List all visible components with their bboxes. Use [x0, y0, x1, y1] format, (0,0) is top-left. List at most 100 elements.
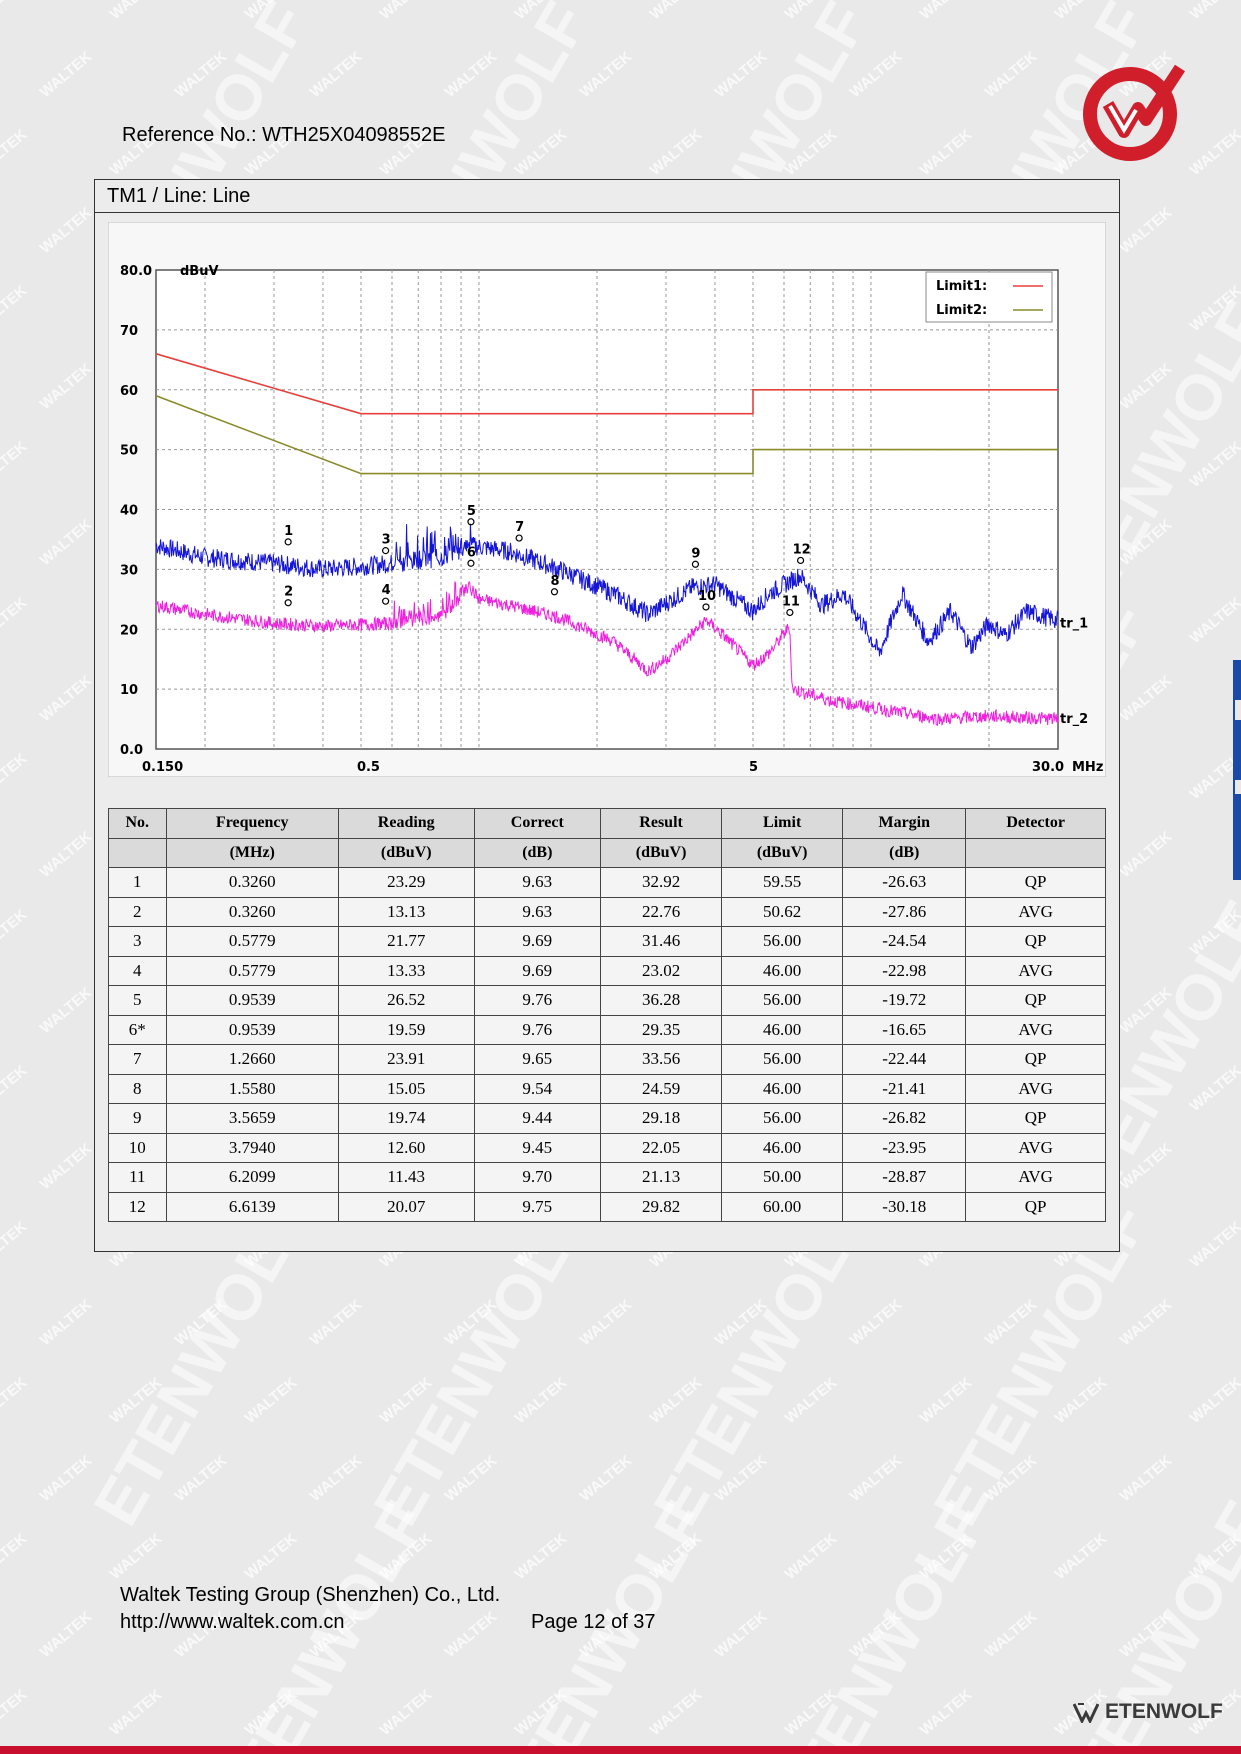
table-cell: AVG: [965, 1162, 1106, 1193]
watermark-text: WALTEK: [0, 906, 30, 959]
table-cell: -27.86: [842, 896, 967, 927]
watermark-text: WALTEK: [917, 0, 976, 23]
marker-label: 3: [382, 533, 391, 548]
table-cell: 24.59: [600, 1073, 723, 1104]
watermark-text: WALTEK: [1187, 0, 1241, 23]
x-tick-label: 0.150: [142, 760, 183, 775]
watermark-text: WALTEK: [647, 0, 706, 23]
table-cell: 9.65: [473, 1044, 602, 1075]
watermark-text: WALTEK: [647, 126, 706, 179]
table-cell: 29.82: [600, 1191, 723, 1222]
y-tick-label: 70: [120, 324, 138, 339]
table-row: 9 3.5659 19.74 9.44 29.18 56.00 -26.82 QP: [108, 1103, 1106, 1134]
marker-label: 9: [691, 546, 700, 561]
x-tick-label: 0.5: [357, 760, 380, 775]
y-tick-label: 30: [120, 563, 138, 578]
y-unit-label: dBuV: [180, 264, 219, 279]
table-cell: -24.54: [842, 926, 967, 957]
table-cell: 46.00: [721, 1014, 844, 1045]
marker-label: 1: [284, 524, 293, 539]
table-cell: AVG: [965, 1073, 1106, 1104]
table-cell: 46.00: [721, 1132, 844, 1163]
watermark-text: WALTEK: [0, 1686, 30, 1739]
table-cell: 9.69: [473, 955, 602, 986]
table-cell: QP: [965, 867, 1106, 898]
table-cell: 9.76: [473, 1014, 602, 1045]
watermark-text: WALTEK: [442, 1608, 501, 1661]
table-cell: 56.00: [721, 1044, 844, 1075]
table-cell: -28.87: [842, 1162, 967, 1193]
watermark-text: WALTEK: [647, 1530, 706, 1583]
table-row: 10 3.7940 12.60 9.45 22.05 46.00 -23.95 AVG: [108, 1132, 1106, 1163]
table-header-row: No. Frequency Reading Correct Result Limit Mar…: [108, 808, 1106, 839]
section-title: TM1 / Line: Line: [95, 180, 1119, 213]
watermark-text: WALTEK: [107, 1686, 166, 1739]
table-cell: 0.3260: [165, 867, 339, 898]
table-row: 3 0.5779 21.77 9.69 31.46 56.00 -24.54 QP: [108, 926, 1106, 957]
table-cell: 26.52: [337, 985, 475, 1016]
watermark-text: WALTEK: [512, 0, 571, 23]
watermark-text: WALTEK: [1187, 438, 1241, 491]
table-cell: 36.28: [600, 985, 723, 1016]
table-cell: 20.07: [337, 1191, 475, 1222]
table-cell: AVG: [965, 896, 1106, 927]
table-row: 7 1.2660 23.91 9.65 33.56 56.00 -22.44 QP: [108, 1044, 1106, 1075]
footer-url[interactable]: http://www.waltek.com.cn: [120, 1611, 345, 1633]
table-row: 6* 0.9539 19.59 9.76 29.35 46.00 -16.65 AVG: [108, 1014, 1106, 1045]
watermark-text: WALTEK: [917, 1374, 976, 1427]
watermark-text: WALTEK: [37, 984, 96, 1037]
watermark-text: WALTEK: [1052, 1530, 1111, 1583]
column-unit: (dBuV): [337, 837, 475, 868]
table-cell: AVG: [965, 955, 1106, 986]
column-header: No.: [108, 808, 167, 839]
watermark-text: WALTEK: [1052, 0, 1111, 23]
watermark-text: WALTEK: [0, 282, 30, 335]
watermark-text: WALTEK: [442, 1452, 501, 1505]
y-tick-label: 80.0: [120, 264, 152, 279]
legend-limit1-label: Limit1:: [936, 279, 987, 294]
watermark-text: WALTEK: [0, 594, 30, 647]
watermark-text: WALTEK: [847, 1296, 906, 1349]
table-cell: -23.95: [842, 1132, 967, 1163]
marker-point: [786, 608, 794, 617]
limit1-line: [155, 353, 1058, 415]
table-cell: 23.91: [337, 1044, 475, 1075]
table-cell: -30.18: [842, 1191, 967, 1222]
watermark-text: WALTEK: [107, 1374, 166, 1427]
table-cell: 33.56: [600, 1044, 723, 1075]
table-cell: 9: [108, 1103, 167, 1134]
marker-point: [691, 560, 700, 568]
x-tick-label: 30.0: [1032, 760, 1064, 775]
watermark-text: WALTEK: [242, 1686, 301, 1739]
watermark-text: WALTEK: [0, 438, 30, 491]
watermark-text: WALTEK: [782, 126, 841, 179]
table-cell: 13.13: [337, 896, 475, 927]
marker-point: [284, 538, 292, 546]
watermark-text: WALTEK: [377, 1530, 436, 1583]
table-row: 8 1.5580 15.05 9.54 24.59 46.00 -21.41 AVG: [108, 1073, 1106, 1104]
watermark-text: WALTEK: [172, 1452, 231, 1505]
column-unit: [965, 837, 1106, 868]
measurement-table: No. Frequency Reading Correct Result Limit Mar…: [108, 808, 1106, 1222]
table-cell: 56.00: [721, 1103, 844, 1134]
watermark-text: WALTEK: [242, 1530, 301, 1583]
table-cell: 1.5580: [165, 1073, 339, 1104]
trace1-line: [155, 523, 1059, 657]
marker-label: 10: [698, 589, 716, 604]
watermark-text: WALTEK: [712, 48, 771, 101]
table-cell: 10: [108, 1132, 167, 1163]
marker-point: [702, 603, 710, 611]
watermark-text: WALTEK: [0, 1530, 30, 1583]
table-cell: -22.44: [842, 1044, 967, 1075]
table-cell: 50.00: [721, 1162, 844, 1193]
watermark-text: WALTEK: [1117, 1608, 1176, 1661]
table-cell: 32.92: [600, 867, 723, 898]
table-cell: QP: [965, 926, 1106, 957]
marker-point: [796, 556, 805, 565]
test-result-frame: TM1 / Line: Line 1 2 3 4 5 6 7 8 9 10 11 12 80.0 70 6…: [94, 179, 1120, 1252]
marker-point: [382, 547, 390, 555]
marker-label: 2: [284, 585, 293, 600]
table-cell: QP: [965, 1044, 1106, 1075]
watermark-text: WALTEK: [512, 126, 571, 179]
table-cell: 23.02: [600, 955, 723, 986]
